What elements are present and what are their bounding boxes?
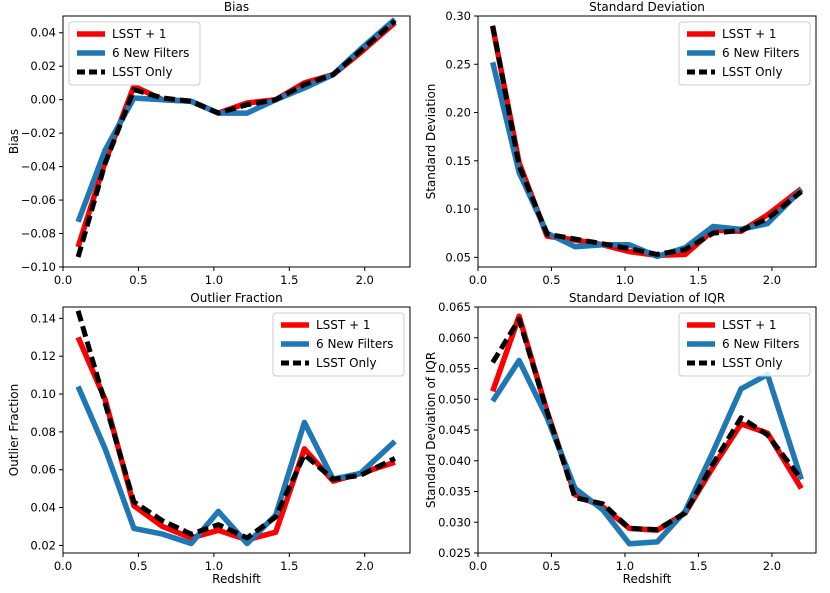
x-tick-label: 0.0	[54, 273, 72, 287]
x-tick-label: 1.0	[616, 273, 634, 287]
legend-label: LSST Only	[722, 356, 783, 370]
y-tick-label: 0.20	[445, 106, 471, 120]
y-tick-label: 0.025	[438, 546, 471, 560]
x-tick-label: 0.0	[469, 559, 487, 573]
y-tick-label: 0.10	[445, 202, 471, 216]
y-tick-label: 0.10	[30, 387, 56, 401]
series-line-lsst-only	[490, 25, 803, 257]
legend: LSST + 1 6 New Filters LSST Only	[678, 312, 811, 377]
x-tick-label: 0.5	[542, 559, 560, 573]
legend-box	[272, 312, 405, 377]
x-tick-label: 1.0	[616, 559, 634, 573]
y-tick-label: 0.055	[438, 362, 471, 376]
chart-panel-3: Outlier Fraction 0.0 0.5 1.0 1.5 2.0 0.02 0.04 0…	[7, 291, 411, 586]
y-tick-label: 0.040	[438, 454, 471, 468]
y-tick-label: 0.12	[30, 349, 56, 363]
legend-label: 6 New Filters	[316, 337, 393, 351]
legend-label: LSST + 1	[112, 27, 167, 41]
x-tick-label: 1.0	[205, 273, 223, 287]
x-tick-label: 0.5	[129, 559, 147, 573]
x-tick-label: 1.5	[689, 273, 707, 287]
chart-panel-4: Standard Deviation of IQR 0.0 0.5 1.0 1.5 2.0…	[424, 291, 817, 586]
legend: LSST + 1 6 New Filters LSST Only	[68, 21, 201, 86]
x-axis-label: Redshift	[623, 572, 672, 586]
y-tick-label: 0.15	[445, 154, 471, 168]
legend-box	[68, 21, 201, 86]
x-tick-label: 2.0	[356, 273, 374, 287]
series-line-lsst-only	[490, 316, 804, 533]
legend-label: LSST Only	[316, 356, 377, 370]
y-tick-label: 0.030	[438, 515, 471, 529]
x-tick-label: 2.0	[763, 559, 781, 573]
x-tick-label: 2.0	[763, 273, 781, 287]
series-line-6-new-filters	[490, 357, 804, 547]
y-tick-label: −0.04	[21, 160, 56, 174]
panel-title: Standard Deviation of IQR	[569, 291, 725, 305]
legend-label: LSST + 1	[722, 318, 777, 332]
chart-panel-1: Bias 0.0 0.5 1.0 1.5 2.0 −0.10 −0.08 −0.06 −0.04 −…	[7, 0, 411, 287]
y-tick-label: 0.05	[445, 250, 471, 264]
y-tick-label: −0.06	[21, 193, 56, 207]
y-tick-label: 0.035	[438, 485, 471, 499]
x-axis-label: Redshift	[212, 572, 261, 586]
legend-box	[678, 21, 811, 86]
x-tick-label: 0.5	[129, 273, 147, 287]
legend-box	[678, 312, 811, 377]
y-tick-label: 0.045	[438, 423, 471, 437]
x-tick-label: 1.5	[280, 559, 298, 573]
panel-title: Outlier Fraction	[190, 291, 282, 305]
legend-label: LSST Only	[722, 65, 783, 79]
y-tick-label: 0.06	[30, 463, 56, 477]
legend: LSST + 1 6 New Filters LSST Only	[272, 312, 405, 377]
y-tick-label: 0.25	[445, 57, 471, 71]
x-tick-label: 0.5	[542, 273, 560, 287]
y-tick-label: 0.060	[438, 331, 471, 345]
plot-frame	[477, 15, 817, 268]
chart-panel-2: Standard Deviation 0.0 0.5 1.0 1.5 2.0 0.05 0.1…	[424, 0, 817, 287]
plot-frame	[62, 15, 411, 268]
legend-label: 6 New Filters	[722, 337, 799, 351]
panel-title: Standard Deviation	[589, 0, 705, 14]
x-tick-label: 0.0	[54, 559, 72, 573]
y-tick-label: −0.10	[21, 260, 56, 274]
y-axis-label: Standard Deviation	[424, 84, 438, 200]
x-tick-label: 2.0	[356, 559, 374, 573]
x-tick-label: 1.5	[689, 559, 707, 573]
y-tick-label: 0.04	[30, 501, 56, 515]
y-tick-label: 0.00	[30, 93, 56, 107]
legend-label: LSST + 1	[722, 27, 777, 41]
plot-frame	[477, 306, 817, 554]
y-tick-label: 0.08	[30, 425, 56, 439]
legend-label: 6 New Filters	[722, 46, 799, 60]
y-tick-label: 0.02	[30, 538, 56, 552]
x-tick-label: 1.5	[280, 273, 298, 287]
y-tick-label: 0.14	[30, 311, 56, 325]
panel-title: Bias	[224, 0, 249, 14]
y-axis-label: Standard Deviation of IQR	[424, 352, 438, 508]
y-tick-label: 0.065	[438, 300, 471, 314]
y-tick-label: 0.30	[445, 9, 471, 23]
x-tick-label: 0.0	[469, 273, 487, 287]
y-axis-label: Outlier Fraction	[7, 384, 21, 476]
y-tick-label: 0.02	[30, 59, 56, 73]
x-tick-label: 1.0	[205, 559, 223, 573]
legend-label: LSST Only	[112, 65, 173, 79]
legend: LSST + 1 6 New Filters LSST Only	[678, 21, 811, 86]
legend-label: 6 New Filters	[112, 46, 189, 60]
y-tick-label: −0.02	[21, 126, 56, 140]
y-axis-label: Bias	[7, 129, 21, 154]
series-line-6-new-filters	[490, 61, 804, 260]
series-line-lsst-only	[75, 19, 397, 258]
y-tick-label: 0.050	[438, 392, 471, 406]
y-tick-label: −0.08	[21, 227, 56, 241]
plot-frame	[62, 306, 411, 554]
y-tick-label: 0.04	[30, 26, 56, 40]
series-line-lsst-only	[75, 310, 396, 541]
legend-label: LSST + 1	[316, 318, 371, 332]
